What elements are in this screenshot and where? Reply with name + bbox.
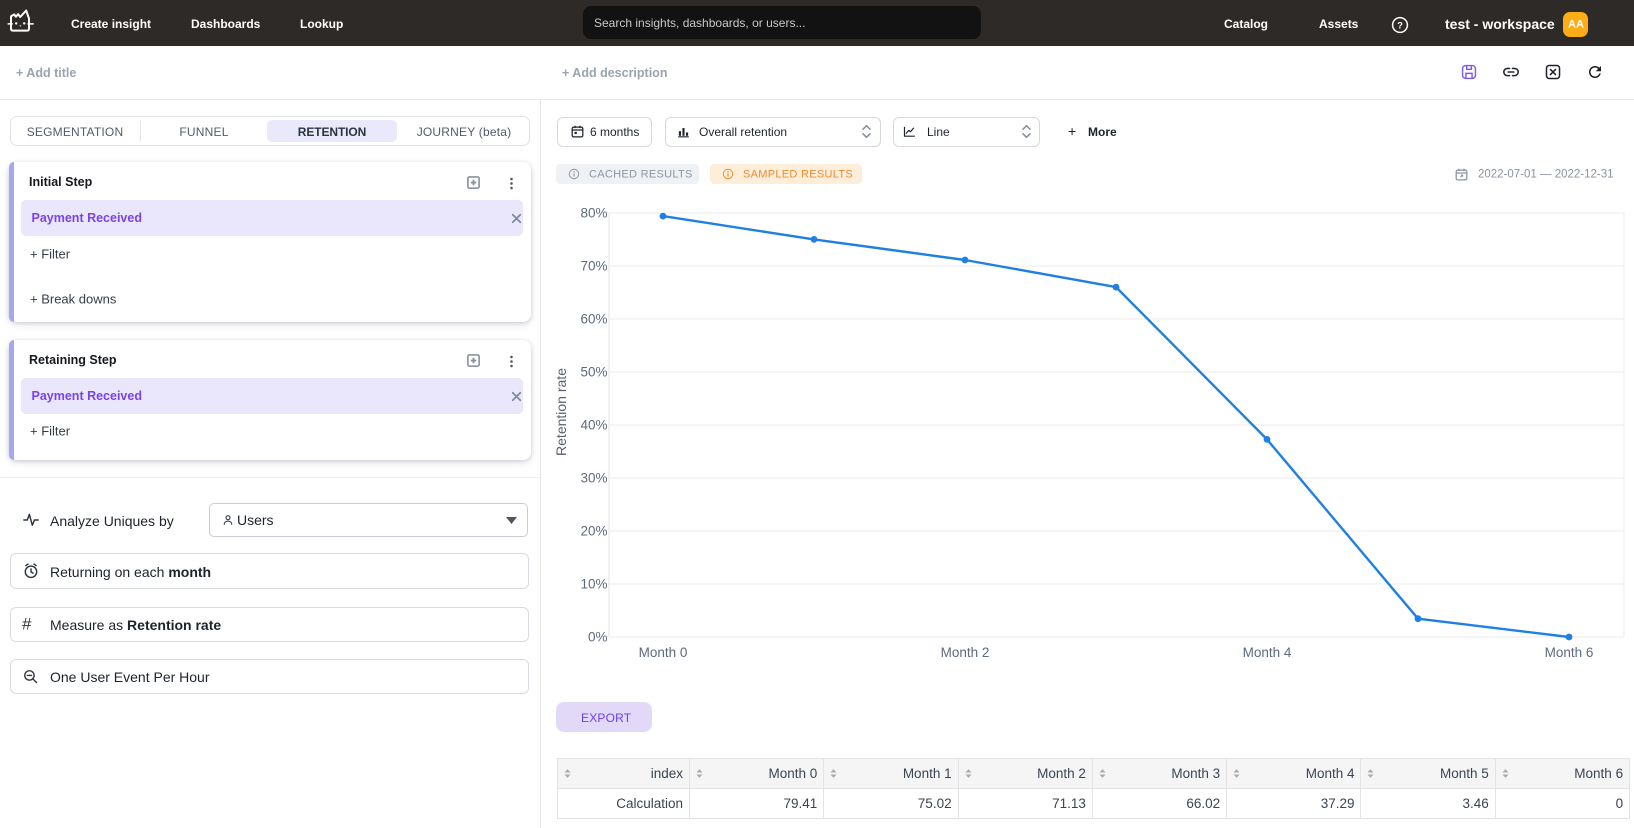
svg-text:30%: 30%: [580, 471, 607, 486]
svg-text:0%: 0%: [588, 630, 608, 645]
svg-text:70%: 70%: [580, 259, 607, 274]
svg-text:80%: 80%: [580, 206, 607, 221]
svg-text:60%: 60%: [580, 312, 607, 327]
svg-text:Month 0: Month 0: [639, 645, 688, 660]
svg-text:Month 2: Month 2: [941, 645, 990, 660]
svg-text:50%: 50%: [580, 365, 607, 380]
svg-text:10%: 10%: [580, 577, 607, 592]
svg-text:40%: 40%: [580, 418, 607, 433]
svg-text:Month 6: Month 6: [1545, 645, 1594, 660]
svg-text:Retention rate: Retention rate: [553, 368, 569, 456]
svg-text:?: ?: [1397, 21, 1403, 32]
svg-text:Month 4: Month 4: [1243, 645, 1292, 660]
svg-text:20%: 20%: [580, 524, 607, 539]
